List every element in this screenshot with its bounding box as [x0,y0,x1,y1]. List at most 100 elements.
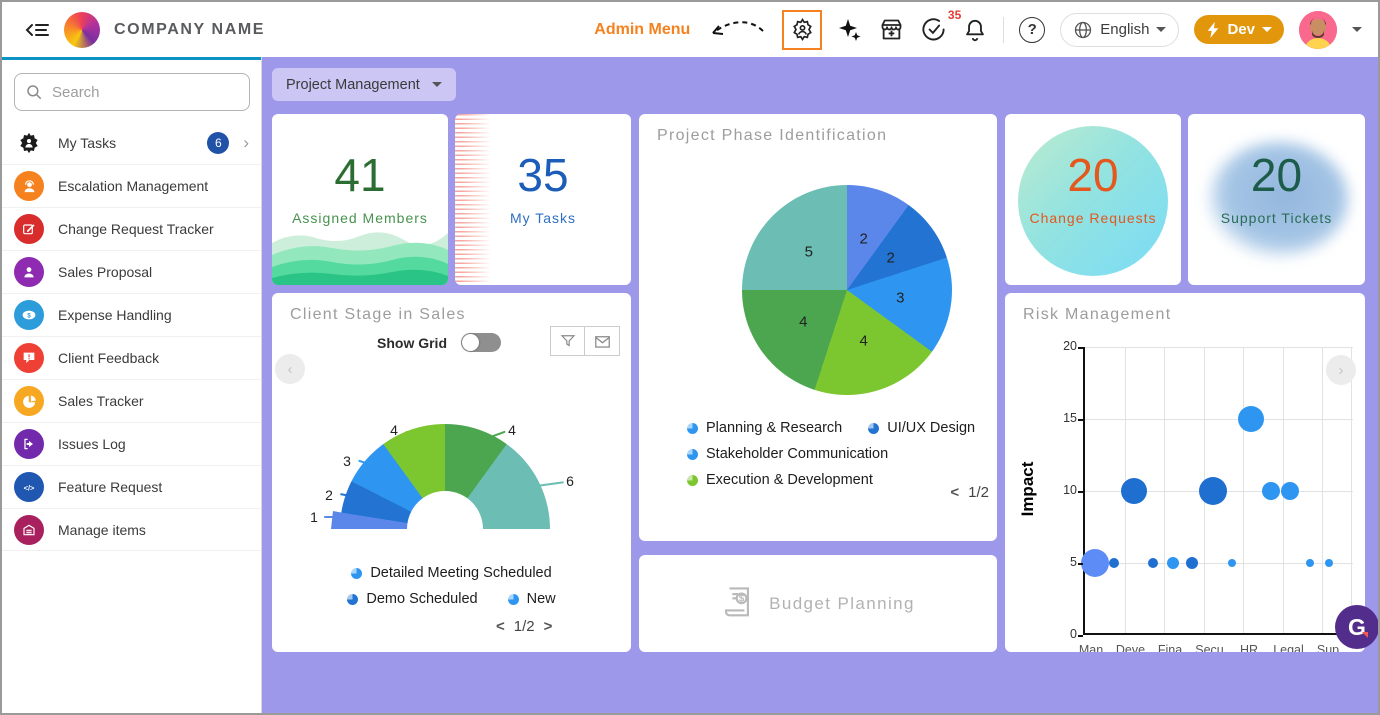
sidebar-item-my-tasks[interactable]: My Tasks 6 › [2,121,261,164]
y-tick-label: 15 [1063,411,1077,425]
filter-icon [560,335,575,347]
wave-decoration [272,232,448,285]
project-selector[interactable]: Project Management [272,68,456,101]
donut-value-label: 4 [508,422,516,438]
blob-decoration [1208,142,1348,257]
scatter-point [1120,478,1147,504]
account-menu-caret[interactable] [1352,27,1362,32]
legend-pie-icon [868,422,880,434]
pie-value-label: 2 [859,230,868,248]
y-tick-label: 5 [1070,555,1077,569]
pie-value-label: 5 [804,243,813,261]
scatter-point [1261,482,1280,500]
leader-line [324,516,350,518]
sidebar-item-feature-request[interactable]: </> Feature Request [2,465,261,508]
tick-mark [1078,419,1083,421]
budget-receipt-icon: $ [725,586,750,616]
help-icon[interactable]: ? [1019,16,1046,43]
sidebar-item-label: Feature Request [58,479,163,495]
notifications-bell-icon[interactable] [962,17,988,43]
scatter-point [1228,559,1237,567]
globe-icon [1075,21,1092,38]
app-header: COMPANY NAME Admin Menu [2,2,1378,57]
dev-mode-button[interactable]: Dev [1194,15,1284,44]
svg-text:$: $ [27,312,31,319]
marketplace-icon[interactable] [878,16,905,43]
sidebar-item-escalation-management[interactable]: Escalation Management [2,164,261,207]
my-tasks-card: 35 My Tasks [455,114,631,285]
sidebar-item-label: Sales Tracker [58,393,144,409]
support-tickets-value: 20 [1250,149,1303,201]
email-button[interactable] [585,326,620,356]
sidebar-item-change-request-tracker[interactable]: Change Request Tracker [2,207,261,250]
project-phase-title: Project Phase Identification [657,127,888,144]
change-requests-card: 20 Change Requests [1005,114,1181,285]
brush-decoration [1018,126,1168,276]
sidebar-item-client-feedback[interactable]: Client Feedback [2,336,261,379]
sales-legend: Detailed Meeting Scheduled Demo Scheduled… [272,565,631,607]
escalation-icon [14,171,44,201]
admin-menu-annotation: Admin Menu [594,20,691,38]
y-tick-label: 0 [1070,627,1077,641]
sales-pagination: < 1/2 > [496,618,552,635]
legend-item: Demo Scheduled [347,591,478,607]
dashed-arrow-icon [712,20,764,35]
show-grid-toggle[interactable] [461,333,501,352]
legend-pie-icon [507,593,519,605]
budget-planning-label: Budget Planning [769,593,915,613]
legend-pie-icon [687,422,698,434]
project-selector-label: Project Management [286,76,420,93]
sidebar-item-sales-tracker[interactable]: Sales Tracker [2,379,261,422]
ai-sparkle-icon[interactable] [837,17,863,43]
chat-widget-button[interactable]: G [1335,605,1378,649]
sidebar-item-sales-proposal[interactable]: Sales Proposal [2,250,261,293]
budget-planning-card[interactable]: $ Budget Planning [639,555,997,652]
chevron-down-icon [431,82,442,87]
avatar[interactable] [1299,10,1337,49]
x-tick-label: Legal [1273,643,1304,652]
change-requests-value: 20 [1067,149,1119,201]
manage-items-icon [14,514,44,545]
gear-person-icon [792,18,812,41]
search-icon [27,85,42,100]
sidebar-item-expense-handling[interactable]: $ Expense Handling [2,293,261,336]
risk-management-card: Risk Management Impact 0 5 10 15 20 Man Deve Fi… [1005,293,1365,652]
scatter-point [1325,559,1334,567]
prev-page-button[interactable]: < [950,484,960,501]
donut-value-label: 1 [310,509,318,525]
next-page-button[interactable]: > [543,618,553,635]
x-tick-label: Fina [1157,643,1183,652]
change-request-icon [14,214,44,244]
my-tasks-value: 35 [517,149,569,201]
scatter-point [1306,559,1315,567]
admin-settings-button[interactable] [782,9,823,50]
carousel-prev-button[interactable]: ‹ [275,354,305,384]
sales-tracker-icon [14,386,44,416]
approvals-icon[interactable]: 35 [920,8,961,43]
language-label: English [1100,21,1150,38]
sidebar-item-issues-log[interactable]: Issues Log [2,422,261,465]
gridline [1085,347,1353,348]
search-input[interactable] [52,83,222,101]
my-tasks-label: My Tasks [509,210,577,226]
approvals-count-badge: 35 [947,8,962,22]
language-selector[interactable]: English [1060,12,1180,47]
company-logo[interactable] [64,11,100,48]
donut-hole [407,491,483,567]
page-indicator: 1/2 [513,618,535,635]
company-name: COMPANY NAME [114,20,266,38]
support-tickets-label: Support Tickets [1220,210,1333,226]
sidebar-item-manage-items[interactable]: Manage items [2,508,261,551]
sidebar-collapse-icon[interactable] [24,17,50,43]
scatter-chart [1080,347,1353,635]
filter-button[interactable] [550,326,585,356]
y-tick-label: 20 [1063,339,1077,353]
prev-page-button[interactable]: < [496,618,505,635]
pie-value-label: 4 [859,332,868,350]
legend-item: Detailed Meeting Scheduled [351,565,552,581]
carousel-next-button[interactable]: › [1326,355,1356,385]
dev-label: Dev [1227,21,1255,38]
